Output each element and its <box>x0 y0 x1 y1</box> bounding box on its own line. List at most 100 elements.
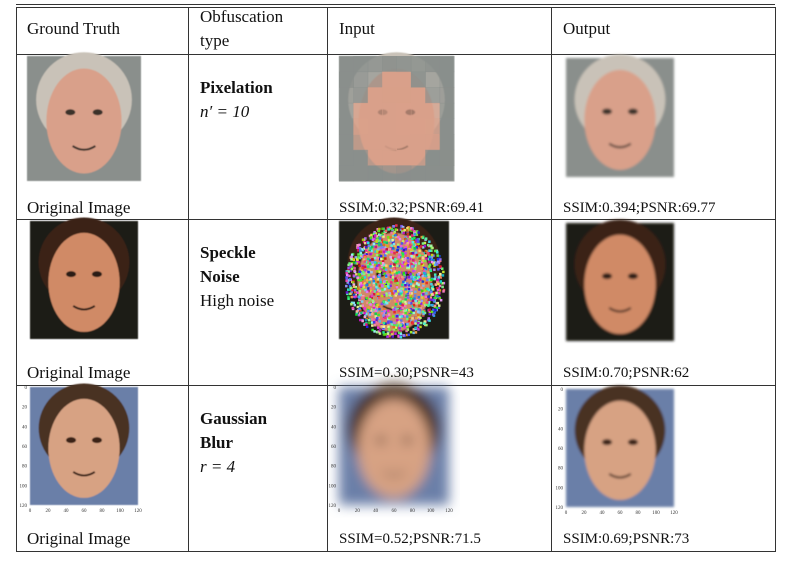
noise-dot <box>404 276 408 279</box>
noise-dot <box>366 308 370 311</box>
noise-dot <box>363 322 367 326</box>
noise-dot <box>418 311 421 314</box>
noise-dot <box>345 284 348 288</box>
axis-tick-label: 80 <box>22 465 28 470</box>
noise-dot <box>395 299 398 303</box>
noise-dot <box>392 225 395 228</box>
noise-dot <box>398 250 401 254</box>
noise-dot <box>403 304 407 308</box>
noise-dot <box>427 317 431 320</box>
pixel-block <box>339 87 354 104</box>
noise-dot <box>393 321 396 325</box>
noise-dot <box>439 280 443 283</box>
noise-dot <box>400 242 404 245</box>
pixel-block <box>425 56 441 73</box>
noise-dot <box>349 286 353 290</box>
noise-dot <box>377 275 381 278</box>
noise-dot <box>404 298 407 301</box>
noise-dot <box>353 288 357 292</box>
noise-dot <box>392 326 396 329</box>
axis-tick-label: 20 <box>582 511 588 516</box>
pixel-block <box>353 71 369 88</box>
noise-dot <box>397 255 401 259</box>
noise-dot <box>383 272 386 275</box>
noise-dot <box>392 232 396 235</box>
noise-dot <box>378 243 381 247</box>
noise-dot <box>406 317 409 321</box>
noise-dot <box>345 291 349 294</box>
noise-dot <box>381 232 384 235</box>
noise-dot <box>429 292 433 295</box>
noise-dot <box>403 325 406 329</box>
noise-dot <box>407 283 411 287</box>
noise-dot <box>375 285 378 289</box>
noise-dot <box>428 308 431 311</box>
noise-dot <box>382 331 385 334</box>
noise-dot <box>418 249 421 253</box>
noise-dot <box>362 272 366 276</box>
noise-dot <box>406 232 410 235</box>
mouth <box>608 142 632 149</box>
noise-dot <box>401 324 404 328</box>
noise-dot <box>413 297 416 300</box>
noise-dot <box>351 266 354 269</box>
noise-dot <box>400 287 403 290</box>
noise-dot <box>398 315 402 319</box>
noise-dot <box>410 227 413 230</box>
eye <box>627 273 638 280</box>
noise-dot <box>360 311 363 315</box>
axis-tick-label: 60 <box>392 509 398 514</box>
noise-dot <box>365 252 369 255</box>
noise-dot <box>395 315 399 318</box>
noise-dot <box>418 272 421 275</box>
noise-dot <box>382 256 385 260</box>
noise-dot <box>398 253 401 256</box>
noise-dot <box>371 308 374 311</box>
noise-dot <box>405 256 408 260</box>
noise-dot <box>368 248 371 252</box>
noise-dot <box>424 275 427 278</box>
pixel-block <box>382 165 397 182</box>
noise-dot <box>406 322 409 326</box>
noise-dot <box>409 294 412 297</box>
noise-dot <box>361 278 364 281</box>
axis-tick-label: 120 <box>134 509 142 514</box>
noise-dot <box>361 319 364 323</box>
noise-dot <box>417 295 421 299</box>
noise-dot <box>421 259 425 262</box>
noise-dot <box>357 261 361 264</box>
noise-dot <box>408 250 412 253</box>
noise-dot <box>414 276 417 280</box>
noise-dot <box>409 330 413 334</box>
noise-dot <box>384 333 388 336</box>
noise-dot <box>374 267 378 270</box>
noise-dot <box>348 274 351 278</box>
noise-dot <box>361 276 364 280</box>
noise-dot <box>369 252 372 256</box>
noise-dot <box>408 308 411 312</box>
axis-tick-label: 120 <box>445 509 453 514</box>
noise-dot <box>353 269 356 273</box>
noise-dot <box>399 330 402 333</box>
noise-dot <box>407 319 411 323</box>
noise-dot <box>429 280 433 283</box>
noise-dot <box>348 262 351 265</box>
noise-dot <box>363 269 367 272</box>
noise-dot <box>431 259 435 262</box>
noise-dot <box>390 297 393 300</box>
eye <box>402 437 413 444</box>
noise-dot <box>371 299 375 303</box>
noise-dot <box>385 251 389 254</box>
face-image: 0 0 20 20 40 40 60 60 80 80 100 100 120 120 <box>556 385 678 516</box>
rule <box>188 7 189 552</box>
noise-dot <box>391 276 395 279</box>
noise-dot <box>358 270 362 273</box>
caption: Original Image <box>27 363 131 382</box>
noise-dot <box>427 253 430 256</box>
noise-dot <box>419 260 422 264</box>
noise-dot <box>430 260 434 264</box>
noise-dot <box>405 333 409 337</box>
noise-dot <box>375 264 379 268</box>
noise-dot <box>415 230 419 233</box>
pixel-block <box>353 87 369 104</box>
